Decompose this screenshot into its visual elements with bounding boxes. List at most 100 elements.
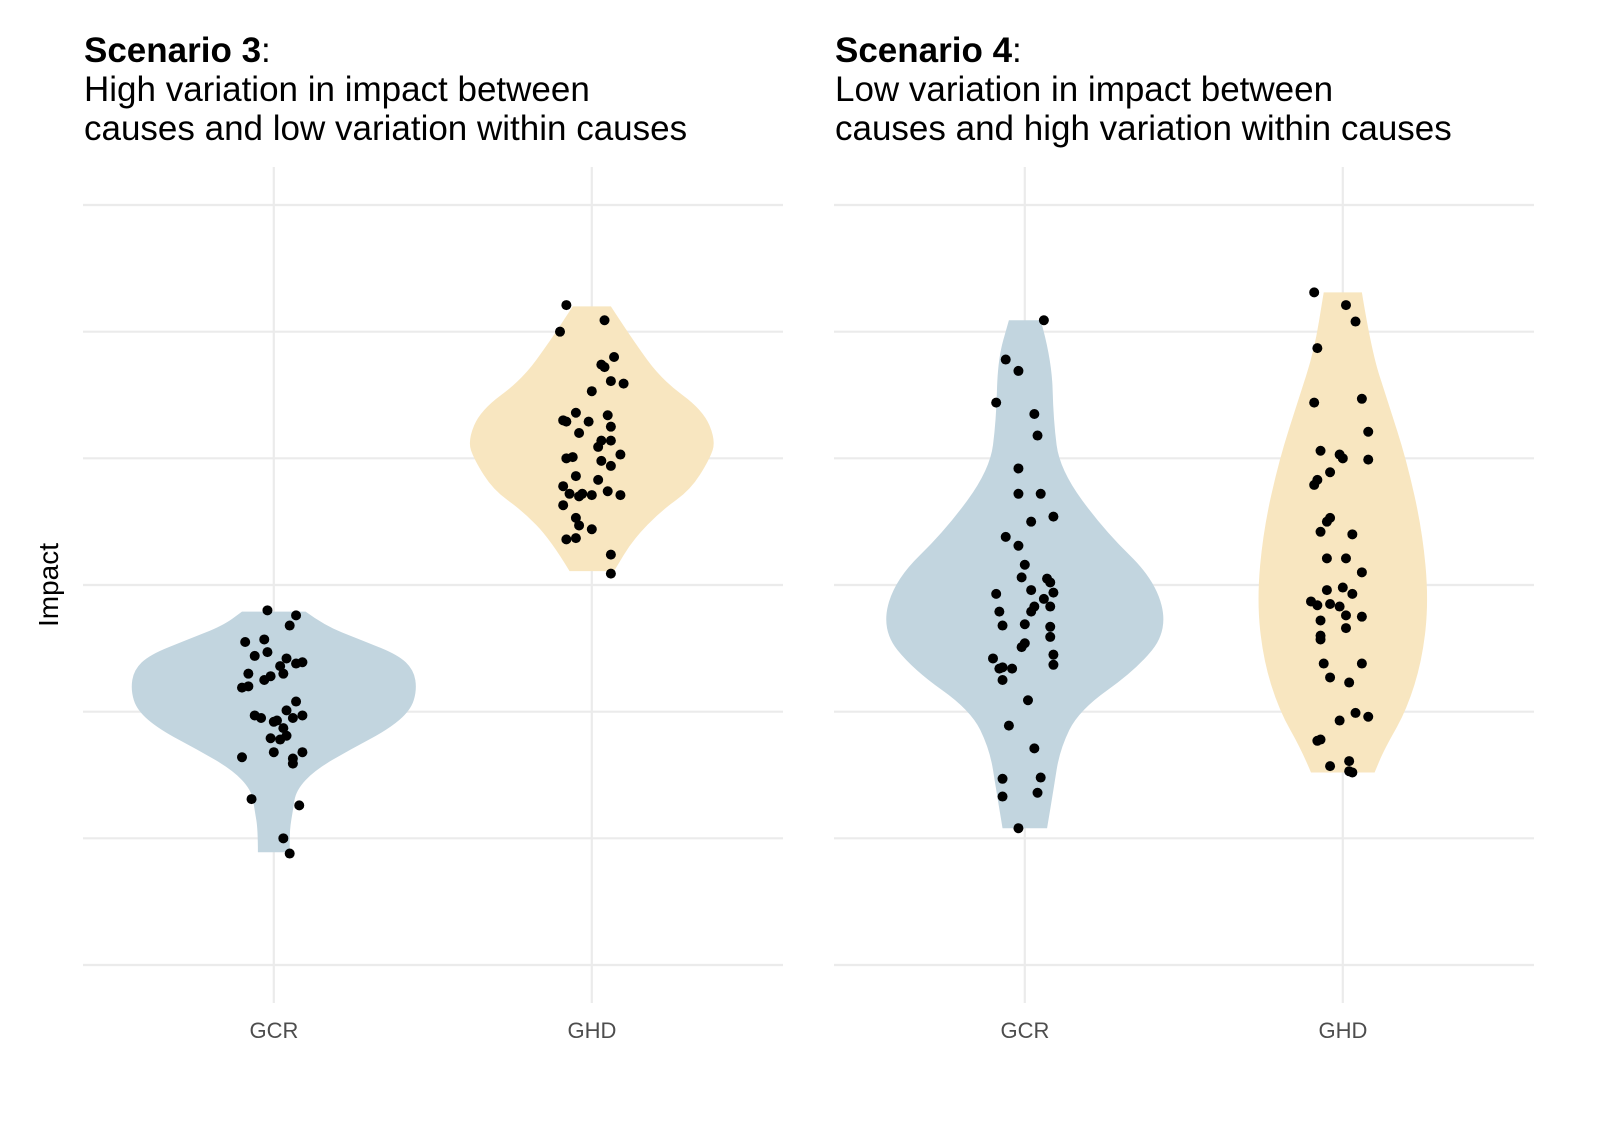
data-point-gcr (1032, 787, 1043, 798)
data-point-ghd (1347, 767, 1358, 778)
data-point-gcr (294, 800, 305, 811)
data-point-ghd (1347, 588, 1358, 599)
violin-ghd (1258, 292, 1428, 773)
title-bold: Scenario 3 (84, 31, 261, 70)
data-point-gcr (284, 620, 295, 631)
data-point-gcr (997, 791, 1008, 802)
data-point-ghd (1344, 756, 1355, 767)
y-axis-label: Impact (33, 543, 64, 627)
data-point-ghd (1350, 316, 1361, 327)
data-point-ghd (570, 471, 581, 482)
data-point-gcr (1013, 463, 1024, 474)
data-point-gcr (1003, 720, 1014, 731)
data-point-gcr (297, 710, 308, 721)
x-tick-label-ghd: GHD (568, 1018, 617, 1043)
data-point-ghd (574, 520, 585, 531)
data-point-gcr (997, 773, 1008, 784)
data-point-ghd (1315, 615, 1326, 626)
data-point-ghd (1356, 393, 1367, 404)
data-point-ghd (599, 315, 610, 326)
data-point-ghd (1309, 287, 1320, 298)
data-point-ghd (1363, 711, 1374, 722)
data-point-gcr (259, 675, 270, 685)
data-point-gcr (1048, 649, 1059, 660)
data-point-gcr (1029, 409, 1040, 419)
data-point-ghd (1315, 634, 1326, 645)
plot-area (834, 167, 1534, 1003)
data-point-gcr (284, 848, 295, 859)
data-point-ghd (1363, 454, 1374, 465)
x-tick-label-gcr: GCR (1001, 1018, 1050, 1043)
data-point-gcr (1035, 488, 1046, 499)
data-point-gcr (291, 696, 302, 707)
data-point-ghd (1325, 761, 1336, 772)
data-point-gcr (1019, 559, 1030, 570)
data-point-gcr (988, 653, 998, 664)
data-point-ghd (574, 428, 585, 438)
data-point-gcr (1045, 621, 1056, 632)
data-point-gcr (1013, 823, 1024, 834)
data-point-gcr (991, 397, 1002, 408)
data-point-ghd (1334, 715, 1345, 726)
data-point-ghd (561, 416, 572, 427)
data-point-gcr (1029, 743, 1040, 754)
data-point-ghd (1321, 553, 1332, 564)
title-colon: : (1012, 31, 1022, 70)
data-point-ghd (567, 452, 578, 463)
x-tick-label-ghd: GHD (1319, 1018, 1368, 1043)
data-point-ghd (1315, 526, 1326, 537)
data-point-ghd (1356, 658, 1367, 669)
data-point-ghd (609, 352, 620, 362)
panel-scenario-3: Scenario 3: High variation in impact bet… (83, 31, 783, 1043)
data-point-ghd (599, 362, 610, 373)
data-point-gcr (1026, 516, 1037, 527)
data-point-gcr (1013, 540, 1024, 551)
data-point-gcr (1048, 511, 1059, 522)
data-point-ghd (586, 524, 597, 535)
data-point-ghd (605, 376, 616, 387)
data-point-ghd (570, 407, 581, 418)
data-point-ghd (561, 300, 572, 311)
data-point-ghd (615, 490, 626, 501)
data-point-gcr (1000, 354, 1011, 365)
data-point-ghd (1312, 600, 1323, 611)
data-point-ghd (570, 512, 581, 523)
data-point-ghd (596, 455, 607, 466)
data-point-gcr (278, 723, 289, 734)
data-point-ghd (1321, 516, 1332, 527)
x-tick-label-gcr: GCR (250, 1018, 299, 1043)
data-point-gcr (275, 661, 286, 672)
data-point-ghd (1337, 582, 1348, 593)
data-point-gcr (1035, 772, 1046, 783)
data-point-gcr (243, 668, 254, 679)
data-point-gcr (991, 588, 1002, 599)
data-point-ghd (618, 378, 629, 389)
data-point-gcr (997, 662, 1008, 673)
data-point-gcr (287, 713, 298, 723)
data-point-gcr (1045, 631, 1056, 642)
data-point-ghd (593, 441, 604, 452)
data-point-ghd (1315, 445, 1326, 456)
data-point-gcr (237, 752, 247, 763)
data-point-gcr (246, 794, 257, 805)
data-point-ghd (1340, 300, 1351, 311)
data-point-gcr (278, 833, 289, 844)
data-point-gcr (1026, 606, 1037, 617)
data-point-gcr (1032, 430, 1043, 441)
data-point-gcr (297, 657, 308, 668)
subtitle-line-2: causes and low variation within causes (84, 109, 687, 148)
data-point-gcr (278, 668, 289, 679)
data-point-ghd (561, 534, 572, 545)
data-point-gcr (268, 716, 279, 727)
data-point-ghd (1344, 677, 1355, 688)
data-point-gcr (240, 637, 251, 647)
data-point-gcr (262, 605, 273, 616)
data-point-gcr (1026, 585, 1037, 596)
title-colon: : (261, 31, 271, 70)
data-point-gcr (1016, 642, 1027, 653)
data-point-gcr (1045, 577, 1056, 588)
data-point-gcr (1013, 488, 1024, 499)
panel-scenario-4: Scenario 4: Low variation in impact betw… (834, 31, 1534, 1043)
data-point-ghd (1309, 397, 1320, 408)
data-point-ghd (605, 421, 616, 432)
